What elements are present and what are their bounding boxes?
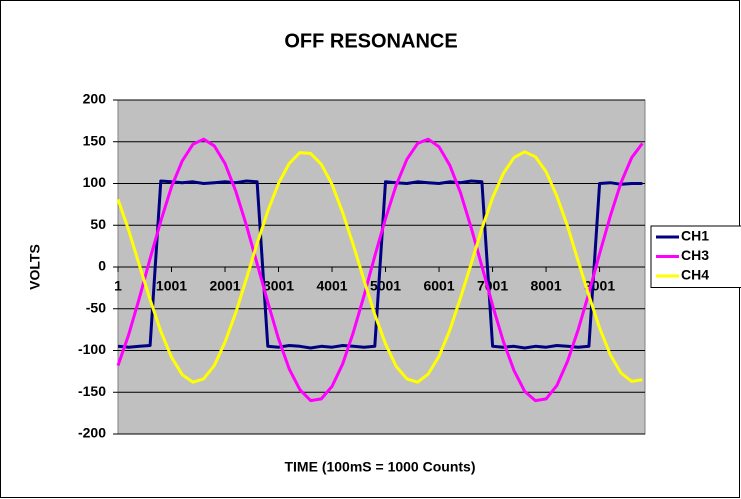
legend-label: CH3 (681, 247, 709, 263)
x-tick-label: 1001 (156, 278, 187, 294)
x-axis-label: TIME (100mS = 1000 Counts) (284, 459, 475, 475)
y-tick-label: 100 (83, 174, 107, 190)
legend-label: CH4 (681, 267, 709, 283)
x-tick-label: 5001 (370, 278, 401, 294)
y-tick-label: 50 (90, 216, 106, 232)
x-tick-label: 8001 (530, 278, 561, 294)
x-tick-label: 4001 (316, 278, 347, 294)
y-tick-label: 200 (83, 91, 107, 107)
x-tick-label: 2001 (209, 278, 240, 294)
chart-title: OFF RESONANCE (284, 30, 457, 52)
y-tick-label: 150 (83, 132, 107, 148)
series-line (117, 179, 643, 350)
y-tick-label: -200 (78, 425, 106, 441)
y-tick-label: -50 (86, 299, 106, 315)
x-tick-label: 6001 (423, 278, 454, 294)
series-line (116, 137, 644, 403)
series-line (116, 150, 643, 384)
x-tick-label: 3001 (263, 278, 294, 294)
legend-label: CH1 (681, 228, 709, 244)
x-tick-label: 1 (114, 278, 122, 294)
y-axis-label: VOLTS (27, 244, 43, 290)
y-tick-label: -150 (78, 383, 106, 399)
y-tick-label: 0 (98, 258, 106, 274)
x-tick-label: 7001 (477, 278, 508, 294)
y-tick-label: -100 (78, 341, 106, 357)
